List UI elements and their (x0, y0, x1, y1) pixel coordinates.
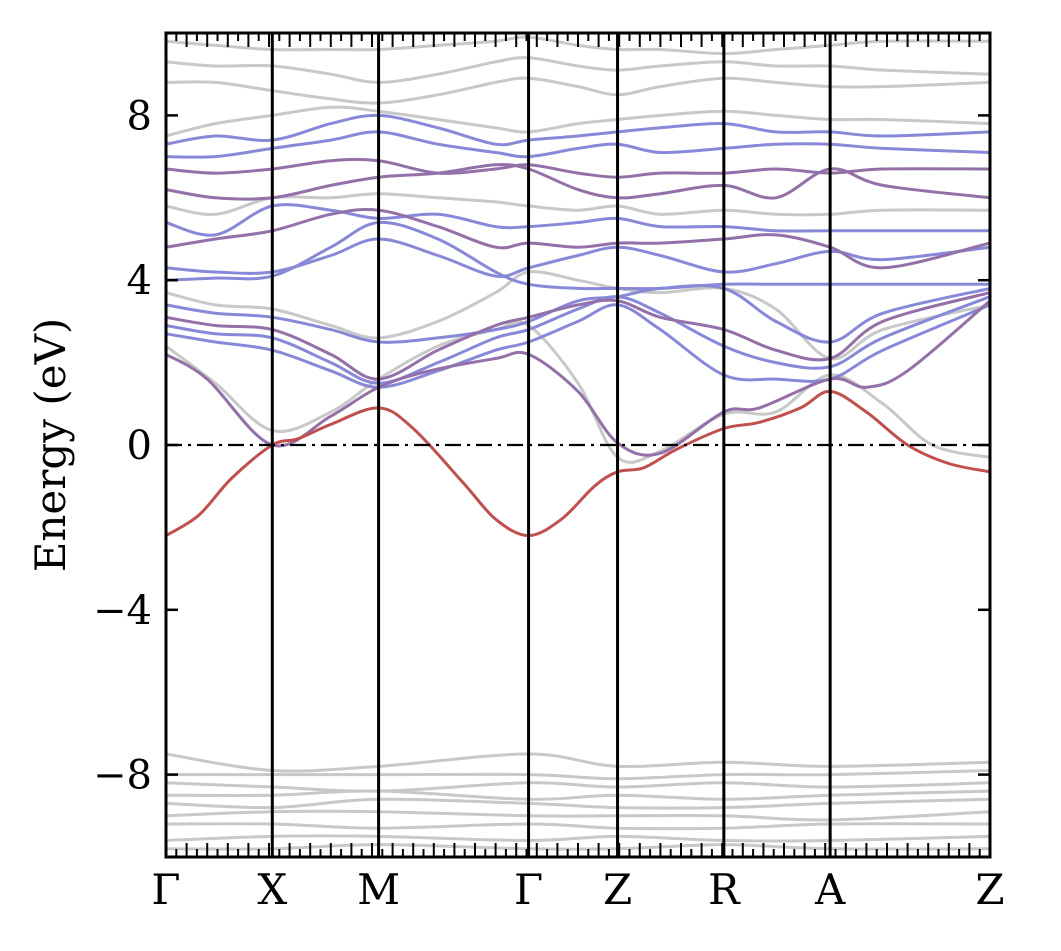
band-line-21 (164, 752, 992, 773)
band-line-25 (164, 797, 992, 810)
band-line-23 (164, 781, 992, 793)
band-line-5 (164, 291, 992, 381)
ytick-label-1: 4 (127, 258, 152, 304)
kpoint-label-5: R (708, 865, 741, 914)
band-line-0 (164, 389, 992, 538)
kpoint-label-7: Z (975, 865, 1004, 914)
kpoint-label-4: Z (603, 865, 632, 914)
kpoint-label-6: A (814, 865, 846, 914)
kpoint-label-0: Γ (151, 865, 180, 914)
band-line-27 (164, 822, 992, 831)
band-line-7 (164, 270, 992, 361)
band-line-1 (164, 299, 992, 457)
y-axis-label: Energy (eV) (26, 318, 75, 573)
band-line-18 (164, 76, 992, 105)
band-line-26 (164, 809, 992, 822)
band-line-17 (164, 105, 992, 138)
band-line-6 (164, 284, 992, 344)
bands-group (164, 35, 992, 851)
band-line-4 (164, 295, 992, 385)
ytick-label-2: 0 (127, 423, 152, 469)
plot-frame (164, 31, 992, 859)
band-line-8 (164, 220, 992, 291)
band-line-10 (164, 207, 992, 270)
band-line-14 (164, 157, 992, 179)
band-line-2 (164, 320, 992, 464)
kpoint-label-3: Γ (514, 865, 543, 914)
ytick-label-4: −8 (93, 753, 152, 799)
ytick-label-0: 8 (127, 93, 152, 139)
band-line-15 (164, 130, 992, 159)
ytick-label-3: −4 (93, 588, 152, 634)
band-line-11 (164, 203, 992, 237)
band-line-24 (164, 789, 992, 801)
band-line-16 (164, 113, 992, 147)
y-ticks-group: 8 4 0 −4 −8 (93, 93, 990, 799)
band-line-12 (164, 192, 992, 217)
kpoint-label-1: X (257, 865, 287, 914)
kpoint-label-2: M (357, 865, 400, 914)
band-line-19 (164, 56, 992, 84)
band-line-20 (164, 35, 992, 56)
band-line-28 (164, 834, 992, 843)
band-line-9 (164, 237, 992, 278)
